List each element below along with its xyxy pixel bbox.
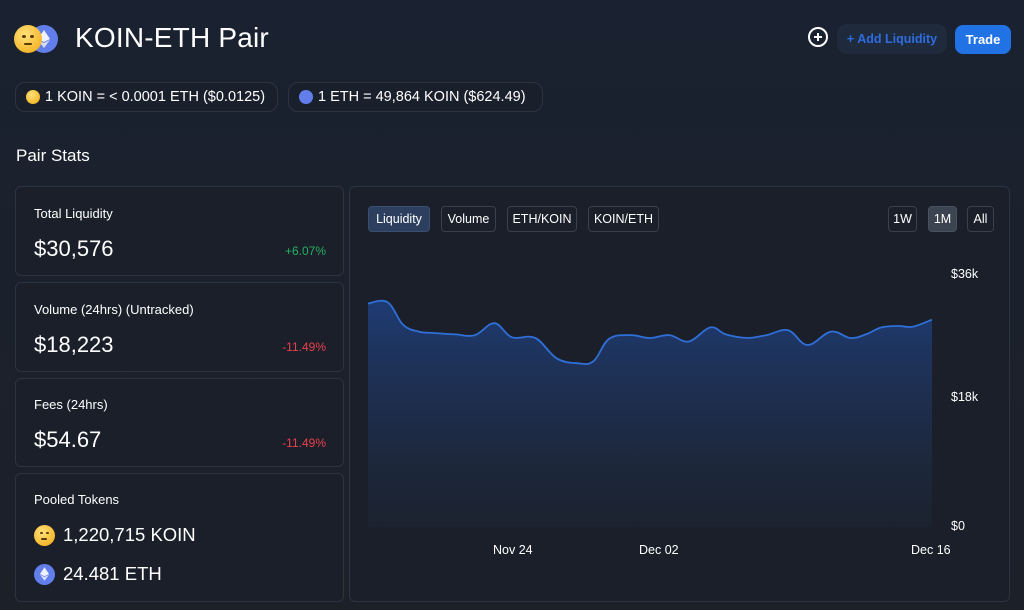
koin-rate-pill[interactable]: 1 KOIN = < 0.0001 ETH ($0.0125) xyxy=(15,82,278,112)
total-liquidity-change: +6.07% xyxy=(284,244,326,258)
liquidity-area xyxy=(368,300,932,527)
add-icon[interactable] xyxy=(808,27,828,47)
total-liquidity-value: $30,576 xyxy=(34,236,114,261)
x-tick-label: Dec 16 xyxy=(911,543,951,557)
tab-koin-eth[interactable]: KOIN/ETH xyxy=(588,206,659,232)
volume-label: Volume (24hrs) (Untracked) xyxy=(34,302,194,317)
x-tick-label: Dec 02 xyxy=(639,543,679,557)
fees-change: -11.49% xyxy=(282,436,326,450)
eth-token-icon xyxy=(299,90,313,104)
koin-token-icon xyxy=(26,90,40,104)
trade-button[interactable]: Trade xyxy=(955,25,1011,54)
page-title: KOIN-ETH Pair xyxy=(75,22,269,53)
tab-liquidity[interactable]: Liquidity xyxy=(368,206,430,232)
header: KOIN-ETH Pair + Add Liquidity Trade xyxy=(14,20,1011,60)
volume-change: -11.49% xyxy=(282,340,326,354)
eth-rate-pill[interactable]: 1 ETH = 49,864 KOIN ($624.49) xyxy=(288,82,543,112)
fees-label: Fees (24hrs) xyxy=(34,397,108,412)
liquidity-chart xyxy=(367,299,933,527)
pooled-tokens-card: Pooled Tokens 1,220,715 KOIN 24.481 ETH xyxy=(15,473,344,602)
total-liquidity-label: Total Liquidity xyxy=(34,206,113,221)
chart-panel: Liquidity Volume ETH/KOIN KOIN/ETH 1W 1M… xyxy=(349,186,1010,602)
x-tick-label: Nov 24 xyxy=(493,543,533,557)
volume-value: $18,223 xyxy=(34,332,114,357)
add-liquidity-button[interactable]: + Add Liquidity xyxy=(837,24,947,54)
volume-card: Volume (24hrs) (Untracked) $18,223 -11.4… xyxy=(15,282,344,372)
koin-token-icon xyxy=(14,25,42,53)
tab-volume[interactable]: Volume xyxy=(441,206,496,232)
range-1w[interactable]: 1W xyxy=(888,206,917,232)
pooled-tokens-label: Pooled Tokens xyxy=(34,492,120,507)
tab-eth-koin[interactable]: ETH/KOIN xyxy=(507,206,577,232)
koin-token-icon xyxy=(34,524,55,546)
pair-token-icons xyxy=(14,24,60,54)
y-tick-label: $0 xyxy=(951,519,965,533)
section-title: Pair Stats xyxy=(16,146,90,165)
total-liquidity-card: Total Liquidity $30,576 +6.07% xyxy=(15,186,344,276)
pooled-koin-amount: 1,220,715 KOIN xyxy=(63,524,196,545)
pooled-koin-row: 1,220,715 KOIN xyxy=(34,524,196,546)
liquidity-line xyxy=(367,299,933,365)
koin-rate-text: 1 KOIN = < 0.0001 ETH ($0.0125) xyxy=(45,89,266,105)
fees-card: Fees (24hrs) $54.67 -11.49% xyxy=(15,378,344,467)
y-tick-label: $36k xyxy=(951,267,979,281)
pooled-eth-row: 24.481 ETH xyxy=(34,563,162,585)
range-all[interactable]: All xyxy=(967,206,994,232)
eth-token-icon xyxy=(34,563,55,585)
pooled-eth-amount: 24.481 ETH xyxy=(63,563,162,584)
range-1m[interactable]: 1M xyxy=(928,206,957,232)
eth-rate-text: 1 ETH = 49,864 KOIN ($624.49) xyxy=(318,89,526,105)
fees-value: $54.67 xyxy=(34,427,102,452)
y-tick-label: $18k xyxy=(951,390,979,404)
